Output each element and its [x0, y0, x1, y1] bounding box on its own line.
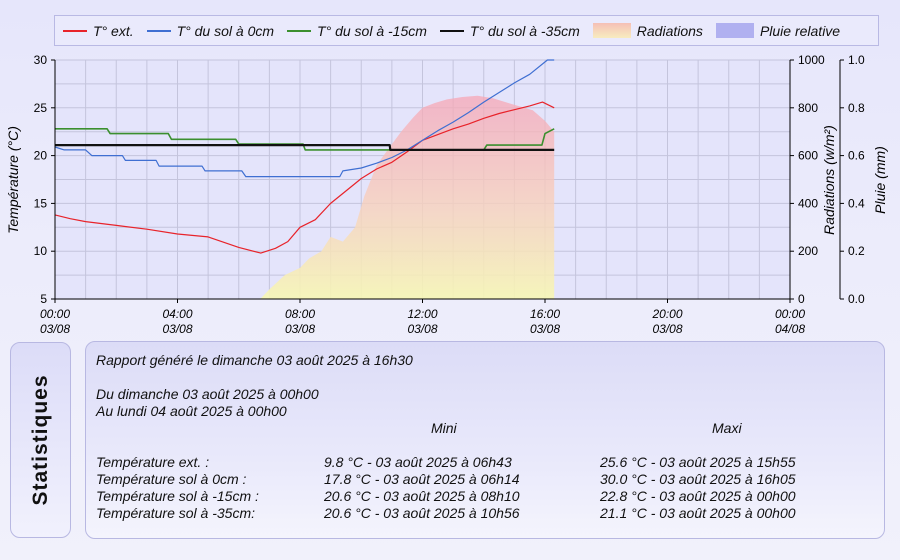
from-line: Du dimanche 03 août 2025 à 00h00: [96, 386, 319, 402]
stats-row-min-sol-15: 20.6 °C - 03 août 2025 à 08h10: [324, 488, 520, 504]
legend-label-radiations: Radiations: [636, 22, 703, 39]
legend-item-ext: T° ext.: [63, 23, 134, 39]
chart-legend: T° ext. T° du sol à 0cm T° du sol à -15c…: [54, 15, 879, 46]
legend-swatch-rain: [715, 23, 754, 38]
stats-row-label-sol-15: Température sol à -15cm :: [96, 488, 259, 504]
y2-axis-title: Radiations (w/m²): [821, 125, 837, 235]
x-tick-label-date: 03/08: [162, 322, 192, 336]
y3-tick-label: 0.6: [848, 149, 865, 163]
legend-label-ext: T° ext.: [93, 22, 134, 39]
x-tick-label-time: 08:00: [285, 307, 315, 321]
series-line-3: [55, 144, 555, 151]
x-tick-label-time: 00:00: [775, 307, 805, 321]
stats-row-label-sol-0: Température sol à 0cm :: [96, 471, 247, 487]
y3-axis-title: Pluie (mm): [872, 146, 888, 214]
y-tick-label: 20: [34, 149, 48, 163]
x-tick-label-date: 03/08: [652, 322, 682, 336]
x-tick-label-date: 04/08: [775, 322, 805, 336]
y-tick-label: 25: [34, 101, 48, 115]
legend-item-sol-15: T° du sol à -15cm: [287, 23, 427, 39]
radiation-area: [260, 95, 555, 299]
stats-panel: Rapport généré le dimanche 03 août 2025 …: [85, 341, 885, 539]
legend-label-sol-35: T° du sol à -35cm: [469, 22, 580, 39]
legend-label-rain: Pluie relative: [759, 22, 841, 39]
legend-swatch-ext: [63, 29, 87, 32]
series-layer: [54, 59, 555, 254]
stats-row-min-sol-0: 17.8 °C - 03 août 2025 à 06h14: [324, 471, 520, 487]
legend-swatch-sol-0: [146, 29, 171, 32]
stats-row-max-ext: 25.6 °C - 03 août 2025 à 15h55: [600, 454, 796, 470]
to-line: Au lundi 04 août 2025 à 00h00: [96, 403, 287, 419]
y3-tick-label: 0.2: [848, 244, 865, 258]
series-line-0: [54, 101, 555, 254]
header-max: Maxi: [712, 420, 742, 436]
y2-tick-label: 800: [798, 101, 818, 115]
y-tick-label: 30: [34, 53, 48, 67]
report-line: Rapport généré le dimanche 03 août 2025 …: [96, 352, 413, 368]
y2-tick-label: 0: [798, 292, 805, 306]
axes: 5 10 15 20 25 30 0 200 400 600 800 1000 0.0 0.2 0.4 0.6…: [5, 53, 888, 336]
x-tick-label-time: 04:00: [162, 307, 192, 321]
legend-item-sol-0: T° du sol à 0cm: [146, 22, 275, 39]
stats-row-max-sol-15: 22.8 °C - 03 août 2025 à 00h00: [600, 488, 796, 504]
header-min: Mini: [431, 420, 457, 436]
x-tick-label-time: 00:00: [40, 307, 70, 321]
series-line-2: [55, 128, 555, 151]
stats-tab-label: Statistiques: [28, 374, 52, 506]
legend-item-sol-35: T° du sol à -35cm: [439, 22, 580, 39]
stats-row-label-ext: Température ext. :: [96, 454, 210, 470]
legend-label-sol-15: T° du sol à -15cm: [317, 22, 427, 39]
y2-tick-label: 1000: [798, 53, 825, 67]
legend-swatch-sol-35: [439, 29, 464, 32]
x-tick-label-date: 03/08: [285, 322, 315, 336]
x-tick-label-date: 03/08: [530, 322, 560, 336]
legend-swatch-sol-15: [287, 29, 312, 32]
y3-tick-label: 0.0: [848, 292, 865, 306]
y-tick-label: 10: [34, 244, 48, 258]
legend-swatch-radiations: [592, 23, 631, 38]
y-tick-label: 5: [40, 292, 47, 306]
legend-label-sol-0: T° du sol à 0cm: [176, 22, 275, 39]
y3-tick-label: 0.8: [848, 101, 865, 115]
legend-item-rain: Pluie relative: [715, 22, 841, 39]
radiation-area-layer: [260, 95, 555, 299]
y3-tick-label: 1.0: [848, 53, 865, 67]
stats-tab: Statistiques: [10, 342, 71, 538]
stats-row-max-sol-35: 21.1 °C - 03 août 2025 à 00h00: [600, 505, 796, 521]
series-line-1: [54, 59, 555, 178]
x-tick-label-date: 03/08: [407, 322, 437, 336]
y3-tick-label: 0.4: [848, 196, 865, 210]
y2-tick-label: 400: [798, 196, 818, 210]
temperature-chart: 5 10 15 20 25 30 0 200 400 600 800 1000 0.0 0.2 0.4 0.6…: [5, 53, 888, 336]
stats-row-label-sol-35: Température sol à -35cm:: [96, 505, 255, 521]
x-tick-label-date: 03/08: [40, 322, 70, 336]
x-tick-label-time: 12:00: [407, 307, 437, 321]
stats-row-min-sol-35: 20.6 °C - 03 août 2025 à 10h56: [324, 505, 520, 521]
stats-row-max-sol-0: 30.0 °C - 03 août 2025 à 16h05: [600, 471, 796, 487]
stats-row-min-ext: 9.8 °C - 03 août 2025 à 06h43: [324, 454, 512, 470]
y-axis-title: Température (°C): [5, 126, 21, 234]
y-tick-label: 15: [34, 196, 48, 210]
y2-tick-label: 600: [798, 149, 818, 163]
y2-tick-label: 200: [798, 244, 818, 258]
legend-item-radiations: Radiations: [592, 22, 703, 39]
x-tick-label-time: 20:00: [651, 307, 682, 321]
x-tick-label-time: 16:00: [530, 307, 560, 321]
